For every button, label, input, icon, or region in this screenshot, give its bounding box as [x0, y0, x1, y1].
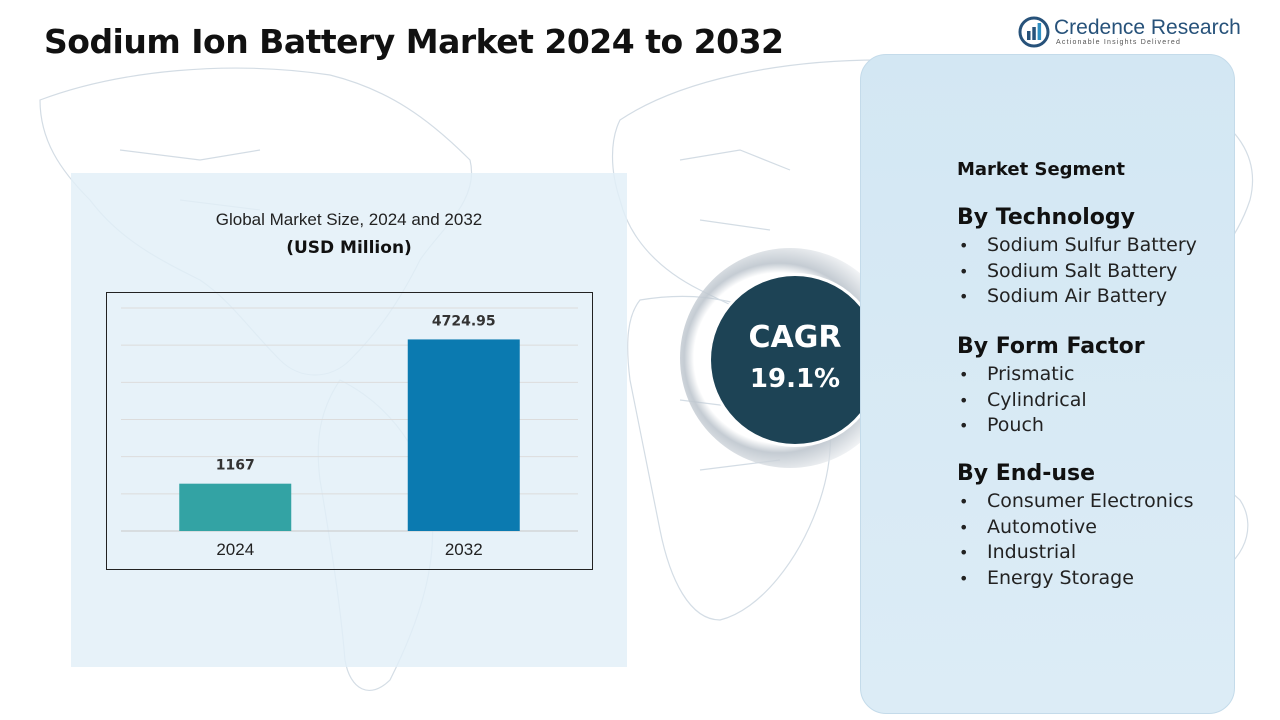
cagr-label: CAGR — [748, 320, 842, 355]
x-tick-label-2032: 2032 — [445, 540, 483, 559]
segment-group-title: By Technology — [957, 205, 1135, 230]
segment-group-technology: By Technology Sodium Sulfur Battery Sodi… — [957, 203, 1197, 310]
segment-group-title: By Form Factor — [957, 334, 1145, 359]
bar-chart: 1167 2024 4724.95 2032 — [121, 307, 578, 559]
page-title: Sodium Ion Battery Market 2024 to 2032 — [44, 22, 784, 61]
logo-name: Credence Research — [1054, 16, 1241, 39]
segment-item: Cylindrical — [957, 388, 1145, 414]
segment-item: Automotive — [957, 515, 1193, 541]
market-segment-panel: Market Segment By Technology Sodium Sulf… — [860, 54, 1235, 714]
segment-item: Sodium Air Battery — [957, 284, 1197, 310]
segment-item: Prismatic — [957, 362, 1145, 388]
segment-group-form-factor: By Form Factor Prismatic Cylindrical Pou… — [957, 332, 1145, 439]
segment-item: Energy Storage — [957, 566, 1193, 592]
bar-2024 — [179, 483, 292, 531]
segment-item: Sodium Salt Battery — [957, 259, 1197, 285]
segment-list: Sodium Sulfur Battery Sodium Salt Batter… — [957, 233, 1197, 310]
data-label-2032: 4724.95 — [432, 313, 496, 329]
segment-item: Industrial — [957, 540, 1193, 566]
segment-heading: Market Segment — [957, 159, 1125, 180]
segment-item: Sodium Sulfur Battery — [957, 233, 1197, 259]
segment-item: Consumer Electronics — [957, 489, 1193, 515]
logo-tagline: Actionable Insights Delivered — [1056, 39, 1182, 46]
segment-list: Prismatic Cylindrical Pouch — [957, 362, 1145, 439]
chart-title: Global Market Size, 2024 and 2032 — [215, 210, 483, 229]
cagr-value: 19.1% — [749, 364, 841, 394]
segment-list: Consumer Electronics Automotive Industri… — [957, 489, 1193, 591]
segment-group-end-use: By End-use Consumer Electronics Automoti… — [957, 459, 1193, 591]
segment-group-title: By End-use — [957, 461, 1096, 486]
x-tick-label-2024: 2024 — [216, 540, 254, 559]
company-logo: Credence Research Actionable Insights De… — [1018, 16, 1241, 50]
market-size-chart-panel: Global Market Size, 2024 and 2032 (USD M… — [71, 173, 627, 667]
segment-item: Pouch — [957, 413, 1145, 439]
cagr-badge: CAGR 19.1% — [711, 276, 879, 444]
chart-plot-area: 1167 2024 4724.95 2032 — [106, 292, 593, 570]
bar-chart-logo-icon — [1018, 16, 1050, 48]
chart-subtitle: (USD Million) — [286, 238, 412, 258]
bar-2032 — [407, 339, 520, 531]
data-label-2024: 1167 — [216, 458, 255, 474]
